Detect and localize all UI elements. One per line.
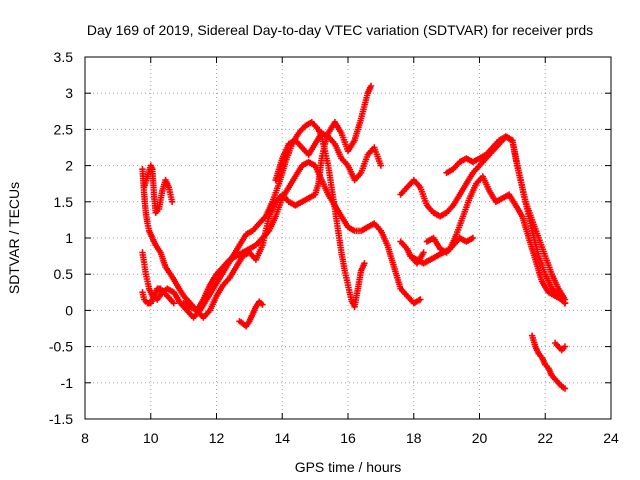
x-tick-label: 14 <box>274 430 290 446</box>
y-tick-label: 0.5 <box>54 266 74 282</box>
y-axis-label: SDTVAR / TECUs <box>6 182 22 294</box>
y-tick-label: 2 <box>65 158 73 174</box>
x-tick-label: 24 <box>603 430 619 446</box>
chart-title: Day 169 of 2019, Sidereal Day-to-day VTE… <box>87 22 593 38</box>
y-tick-label: 0 <box>65 302 73 318</box>
series-track-4 <box>141 162 176 216</box>
series-markers <box>180 82 375 321</box>
x-tick-label: 18 <box>406 430 422 446</box>
series-track-5 <box>180 82 375 321</box>
series-markers <box>236 298 266 330</box>
series-track-13 <box>397 238 427 267</box>
y-axis: -1.5 -1 -0.5 0 0.5 1 1.5 2 2.5 3 3.5 <box>49 49 611 427</box>
series-track-6 <box>236 298 266 330</box>
series-track-12 <box>528 332 569 392</box>
x-tick-label: 12 <box>209 430 225 446</box>
y-tick-label: 1 <box>65 230 73 246</box>
series-markers <box>141 162 176 216</box>
series-markers <box>272 129 385 184</box>
series-track-3 <box>139 285 177 307</box>
y-tick-label: -1.5 <box>49 411 73 427</box>
y-tick-label: 1.5 <box>54 194 74 210</box>
x-tick-label: 22 <box>537 430 553 446</box>
y-tick-label: 2.5 <box>54 121 74 137</box>
series-markers <box>139 285 177 307</box>
x-tick-label: 16 <box>340 430 356 446</box>
y-tick-label: -0.5 <box>49 339 73 355</box>
series-markers <box>139 119 368 321</box>
series-markers <box>139 158 424 314</box>
y-tick-label: 3 <box>65 85 73 101</box>
series-track-10 <box>443 133 569 303</box>
x-tick-label: 8 <box>81 430 89 446</box>
series-track-7 <box>272 129 385 184</box>
x-axis: 8 10 12 14 16 18 20 22 24 <box>81 57 619 446</box>
x-axis-label: GPS time / hours <box>295 459 402 475</box>
grid <box>85 57 611 419</box>
series-markers <box>528 332 569 392</box>
series-markers <box>397 238 427 267</box>
data-marks <box>139 82 569 392</box>
y-tick-label: -1 <box>61 375 74 391</box>
series-track-2 <box>139 158 424 314</box>
x-tick-label: 10 <box>143 430 159 446</box>
series-track-11 <box>423 234 477 256</box>
x-tick-label: 20 <box>472 430 488 446</box>
series-markers <box>443 133 569 303</box>
series-markers <box>423 234 477 256</box>
y-tick-label: 3.5 <box>54 49 74 65</box>
series-track-1 <box>139 119 368 321</box>
